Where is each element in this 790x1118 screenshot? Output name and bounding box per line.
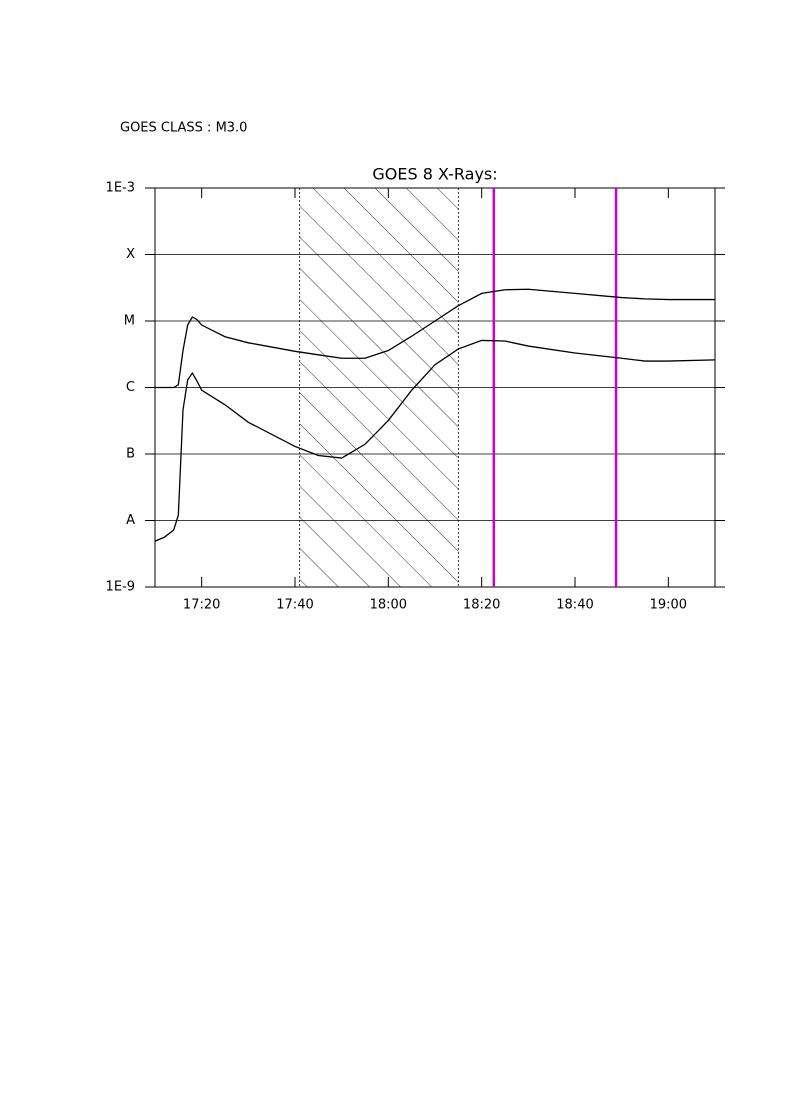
x-tick-label: 19:00 bbox=[650, 598, 687, 613]
x-tick-label: 17:40 bbox=[276, 598, 313, 613]
y-tick-label: 1E-9 bbox=[106, 580, 135, 595]
x-tick-label: 17:20 bbox=[183, 598, 220, 613]
x-tick-label: 18:20 bbox=[463, 598, 500, 613]
data-line bbox=[154, 339, 716, 542]
y-tick-label: C bbox=[126, 380, 135, 395]
x-tick-label: 18:00 bbox=[370, 598, 407, 613]
x-tick-label: 18:40 bbox=[556, 598, 593, 613]
goes-class: GOES CLASS : M3.0 bbox=[120, 121, 247, 136]
data-line bbox=[155, 288, 715, 389]
chart-title: GOES 8 X-Rays: bbox=[372, 165, 497, 184]
y-tick-label: X bbox=[126, 247, 135, 262]
y-tick-label: B bbox=[126, 447, 135, 462]
y-tick-label: 1E-3 bbox=[106, 181, 135, 196]
y-tick-label: M bbox=[124, 314, 135, 329]
y-tick-label: A bbox=[126, 513, 135, 528]
